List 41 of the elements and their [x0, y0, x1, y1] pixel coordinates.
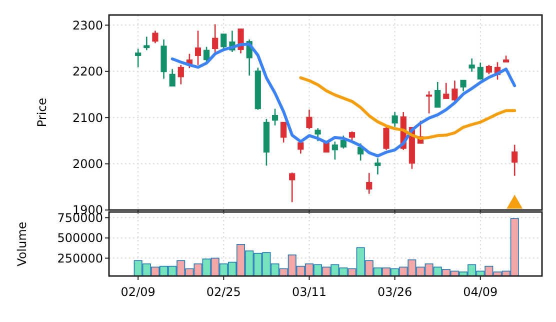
candlestick [443, 82, 450, 100]
y-tick-label: 2000 [72, 156, 103, 171]
candlestick [460, 80, 466, 92]
candlestick [306, 109, 312, 130]
candlestick [152, 30, 158, 44]
candlestick [468, 58, 475, 72]
candlestick [220, 33, 227, 51]
x-tick-label: 03/11 [292, 285, 327, 299]
candlestick [332, 140, 338, 160]
x-tick-label: 03/26 [378, 285, 412, 299]
x-tick-label: 04/09 [463, 285, 498, 299]
candlestick [272, 108, 278, 126]
y-tick-label: 500000 [57, 231, 103, 246]
candlestick [314, 128, 321, 142]
y-tick-label: 250000 [57, 251, 103, 266]
y-axis-title: Volume [15, 222, 29, 266]
candlestick [374, 158, 381, 176]
candlestick [392, 111, 398, 128]
x-tick-label: 02/25 [206, 285, 241, 299]
candlestick [452, 80, 458, 102]
x-tick-label: 02/09 [120, 285, 156, 299]
candlestick [434, 81, 441, 108]
y-tick-label: 2300 [72, 18, 103, 32]
candlestick [477, 62, 484, 80]
candlestick [178, 64, 184, 85]
candlestick [204, 46, 210, 64]
candlestick [340, 134, 347, 150]
candlestick [144, 36, 150, 51]
candlestick [194, 30, 202, 66]
candlestick [426, 90, 432, 114]
candlestick [289, 172, 296, 203]
y-tick-label: 2200 [72, 64, 103, 79]
candlestick [135, 48, 142, 68]
candlestick [512, 144, 518, 176]
candlestick [486, 64, 492, 75]
candlestick [366, 172, 372, 194]
candlestick [280, 122, 287, 144]
y-tick-label: 2100 [72, 110, 103, 125]
y-axis-title: Price [35, 98, 49, 128]
candlestick [212, 24, 218, 54]
candlestick [169, 68, 176, 87]
